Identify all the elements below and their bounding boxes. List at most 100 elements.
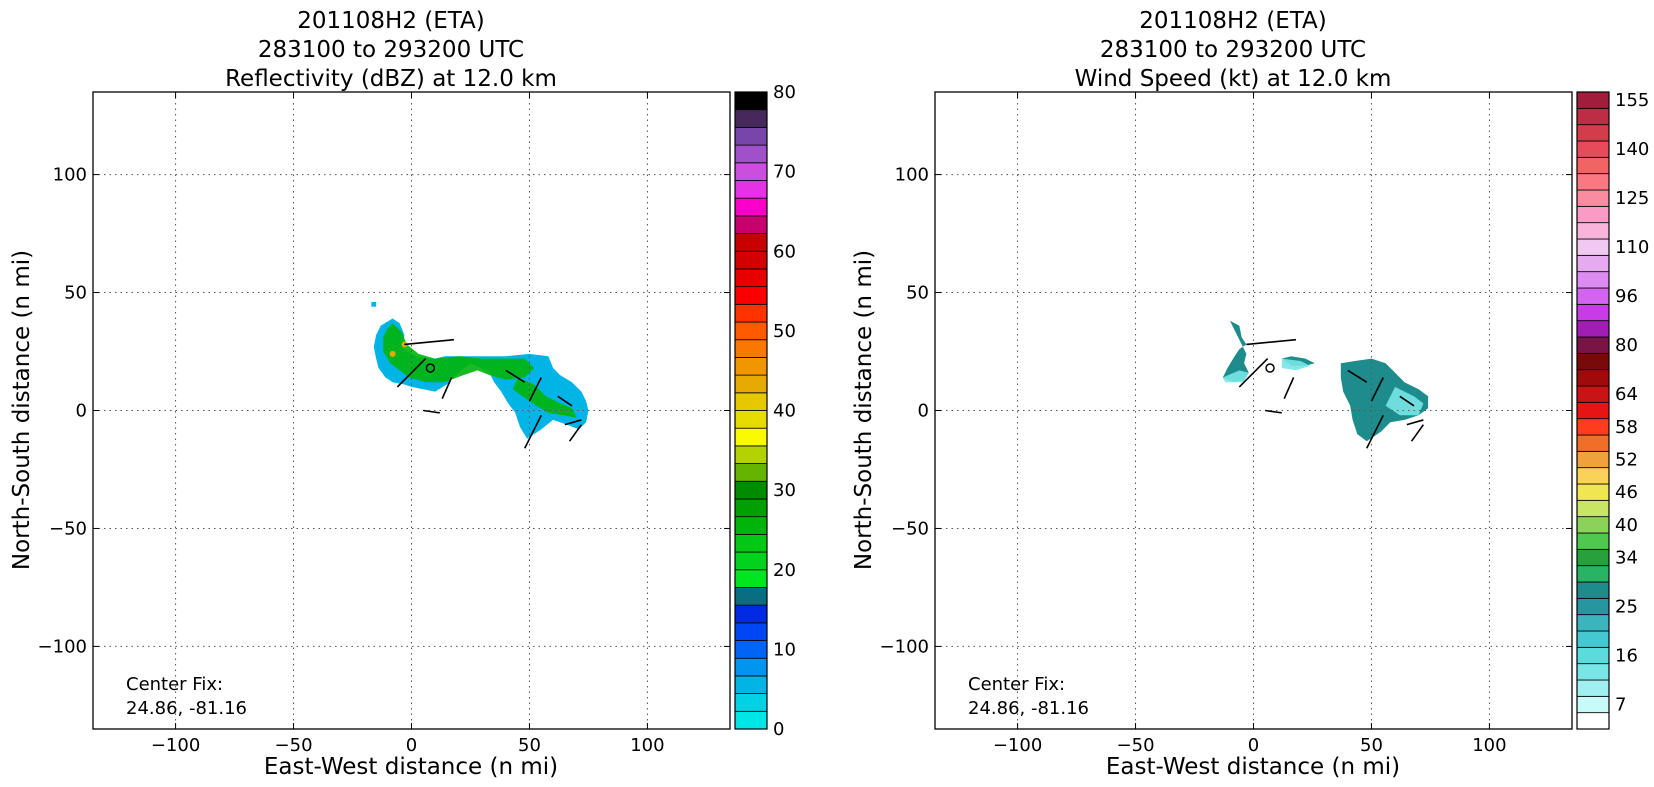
- wind-speed-colorbar-tick-label: 16: [1615, 646, 1638, 667]
- wind-speed-wind-barb: [1265, 409, 1282, 414]
- wind-speed-colorbar: 7 16 25 34 40 46 52 58 64 80 96 110 125 140 155: [1576, 90, 1649, 730]
- reflectivity-field-hotspot: [389, 350, 396, 357]
- wind-speed-y-ticks: −100 −50 0 50 100: [880, 165, 1572, 657]
- wind-speed-field-light: [1281, 358, 1311, 371]
- wind-speed-colorbar-swatch: [1576, 205, 1610, 224]
- wind-speed-wind-barb: [1410, 424, 1425, 442]
- wind-speed-colorbar-swatch: [1576, 140, 1610, 158]
- wind-speed-wind-barb: [1366, 414, 1384, 449]
- wind-speed-colorbar-swatch: [1576, 287, 1610, 305]
- reflectivity-colorbar-swatch: [734, 657, 768, 677]
- wind-speed-wind-barb: [1283, 377, 1295, 400]
- reflectivity-colorbar-swatch: [734, 427, 768, 447]
- reflectivity-x-tick-label: 0: [406, 735, 417, 756]
- wind-speed-colorbar-swatch: [1576, 91, 1610, 109]
- reflectivity-colorbar-swatch: [734, 392, 768, 411]
- wind-speed-colorbar-swatch: [1576, 695, 1610, 714]
- wind-speed-colorbar-swatch: [1576, 630, 1610, 648]
- wind-speed-wind-barb: [1370, 377, 1384, 402]
- reflectivity-colorbar-swatch: [734, 303, 768, 323]
- reflectivity-colorbar-swatch: [734, 675, 768, 695]
- reflectivity-colorbar-frame: [734, 91, 768, 730]
- reflectivity-colorbar-swatch: [734, 268, 768, 288]
- reflectivity-wind-barb: [505, 369, 526, 383]
- reflectivity-colorbar-swatch: [734, 233, 768, 252]
- wind-speed-colorbar-swatch: [1576, 499, 1610, 518]
- wind-speed-wind-barb: [1399, 395, 1415, 407]
- wind-speed-colorbar-swatch: [1576, 516, 1610, 534]
- reflectivity-field-core: [383, 323, 535, 383]
- wind-speed-colorbar-tick-label: 7: [1615, 695, 1626, 716]
- wind-speed-colorbar-swatch: [1576, 614, 1610, 632]
- wind-speed-colorbar-swatch: [1576, 254, 1610, 273]
- wind-speed-colorbar-swatch: [1576, 532, 1610, 550]
- wind-speed-x-axis-label: East-West distance (n mi): [1106, 754, 1400, 780]
- reflectivity-y-ticks: −100 −50 0 50 100: [38, 165, 730, 657]
- reflectivity-wind-barb: [568, 424, 583, 442]
- reflectivity-colorbar-swatch: [734, 604, 768, 624]
- wind-speed-colorbar-swatch: [1576, 238, 1610, 256]
- reflectivity-title-line-2: 283100 to 293200 UTC: [258, 37, 524, 63]
- wind-speed-colorbar-swatch: [1576, 450, 1610, 469]
- wind-speed-y-tick-label: 0: [918, 401, 929, 422]
- wind-speed-title-line-3: Wind Speed (kt) at 12.0 km: [1075, 66, 1392, 92]
- reflectivity-colorbar-swatch: [734, 126, 768, 146]
- reflectivity-y-tick-label: 50: [64, 283, 87, 304]
- reflectivity-y-tick-label: 100: [53, 165, 87, 186]
- reflectivity-colorbar-swatch: [734, 215, 768, 234]
- wind-speed-colorbar-swatch: [1576, 581, 1610, 599]
- wind-speed-colorbar-tick-label: 80: [1615, 335, 1638, 356]
- reflectivity-y-tick-label: −100: [38, 636, 87, 657]
- reflectivity-y-tick-label: 0: [76, 401, 87, 422]
- wind-speed-wind-barb: [1238, 358, 1269, 388]
- wind-speed-x-ticks: −100 −50 0 50 100: [993, 92, 1507, 756]
- reflectivity-colorbar-swatch: [734, 533, 768, 553]
- wind-speed-colorbar-swatch: [1576, 369, 1610, 387]
- wind-speed-colorbar-tick-label: 125: [1615, 188, 1649, 209]
- reflectivity-colorbar-swatch: [734, 498, 768, 518]
- wind-speed-center-marker: [1265, 363, 1275, 373]
- reflectivity-colorbar-swatch: [734, 569, 768, 588]
- wind-speed-colorbar-tick-label: 34: [1615, 548, 1638, 569]
- reflectivity-y-tick-label: −50: [49, 518, 87, 539]
- reflectivity-colorbar-swatch: [734, 710, 768, 730]
- wind-speed-colorbar-swatch: [1576, 597, 1610, 616]
- reflectivity-field-region: [373, 318, 589, 439]
- reflectivity-center-fix-value: 24.86, -81.16: [126, 698, 247, 719]
- reflectivity-x-tick-label: 50: [518, 735, 541, 756]
- wind-speed-colorbar-swatch: [1576, 271, 1610, 289]
- wind-speed-panel: 201108H2 (ETA) 283100 to 293200 UTC Wind…: [851, 8, 1649, 780]
- reflectivity-colorbar-swatch: [734, 286, 768, 305]
- reflectivity-colorbar-swatch: [734, 622, 768, 641]
- wind-speed-field-light: [1385, 386, 1424, 416]
- reflectivity-center-fix-label: Center Fix:: [126, 674, 223, 695]
- wind-speed-wind-barb: [1406, 419, 1424, 426]
- wind-speed-colorbar-tick-label: 140: [1615, 139, 1649, 160]
- wind-speed-x-tick-label: 100: [1472, 735, 1506, 756]
- wind-speed-title-line-1: 201108H2 (ETA): [1139, 8, 1327, 34]
- wind-speed-field-light: [1222, 370, 1249, 383]
- wind-speed-colorbar-swatch: [1576, 401, 1610, 420]
- reflectivity-colorbar-swatch: [734, 640, 768, 659]
- wind-speed-plot-area: [935, 92, 1572, 729]
- reflectivity-title-line-3: Reflectivity (dBZ) at 12.0 km: [225, 66, 557, 92]
- wind-speed-colorbar-tick-label: 110: [1615, 237, 1649, 258]
- wind-speed-title-line-2: 283100 to 293200 UTC: [1100, 37, 1366, 63]
- wind-speed-colorbar-swatch: [1576, 173, 1610, 191]
- wind-speed-y-tick-label: 100: [895, 165, 929, 186]
- reflectivity-wind-barb: [441, 377, 453, 400]
- wind-speed-colorbar-swatch: [1576, 712, 1610, 730]
- wind-speed-colorbar-swatch: [1576, 418, 1610, 436]
- reflectivity-field-core: [512, 377, 577, 418]
- wind-speed-y-axis-label: North-South distance (n mi): [851, 250, 877, 570]
- wind-speed-wind-barb: [1347, 369, 1368, 383]
- wind-speed-colorbar-tick-label: 155: [1615, 90, 1649, 111]
- reflectivity-colorbar-tick-label: 70: [773, 162, 796, 183]
- wind-speed-colorbar-swatch: [1576, 107, 1610, 126]
- reflectivity-x-axis-label: East-West distance (n mi): [264, 754, 558, 780]
- wind-speed-colorbar-swatch: [1576, 679, 1610, 697]
- reflectivity-wind-barb: [404, 338, 455, 346]
- reflectivity-y-axis-label: North-South distance (n mi): [9, 250, 35, 570]
- reflectivity-wind-barb: [528, 377, 542, 402]
